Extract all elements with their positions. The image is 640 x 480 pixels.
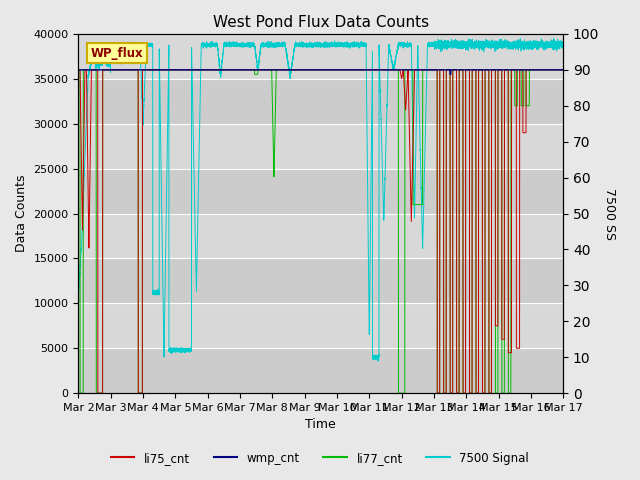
Bar <box>79 214 563 258</box>
Y-axis label: Data Counts: Data Counts <box>15 175 28 252</box>
Bar <box>79 79 563 124</box>
Title: West Pond Flux Data Counts: West Pond Flux Data Counts <box>212 15 429 30</box>
Bar <box>79 168 563 214</box>
Bar <box>79 348 563 393</box>
Bar <box>79 124 563 168</box>
Text: WP_flux: WP_flux <box>90 47 143 60</box>
Legend: li75_cnt, wmp_cnt, li77_cnt, 7500 Signal: li75_cnt, wmp_cnt, li77_cnt, 7500 Signal <box>106 447 534 469</box>
Bar <box>79 258 563 303</box>
X-axis label: Time: Time <box>305 419 336 432</box>
Bar <box>79 303 563 348</box>
Y-axis label: 7500 SS: 7500 SS <box>603 188 616 240</box>
Bar <box>79 34 563 79</box>
